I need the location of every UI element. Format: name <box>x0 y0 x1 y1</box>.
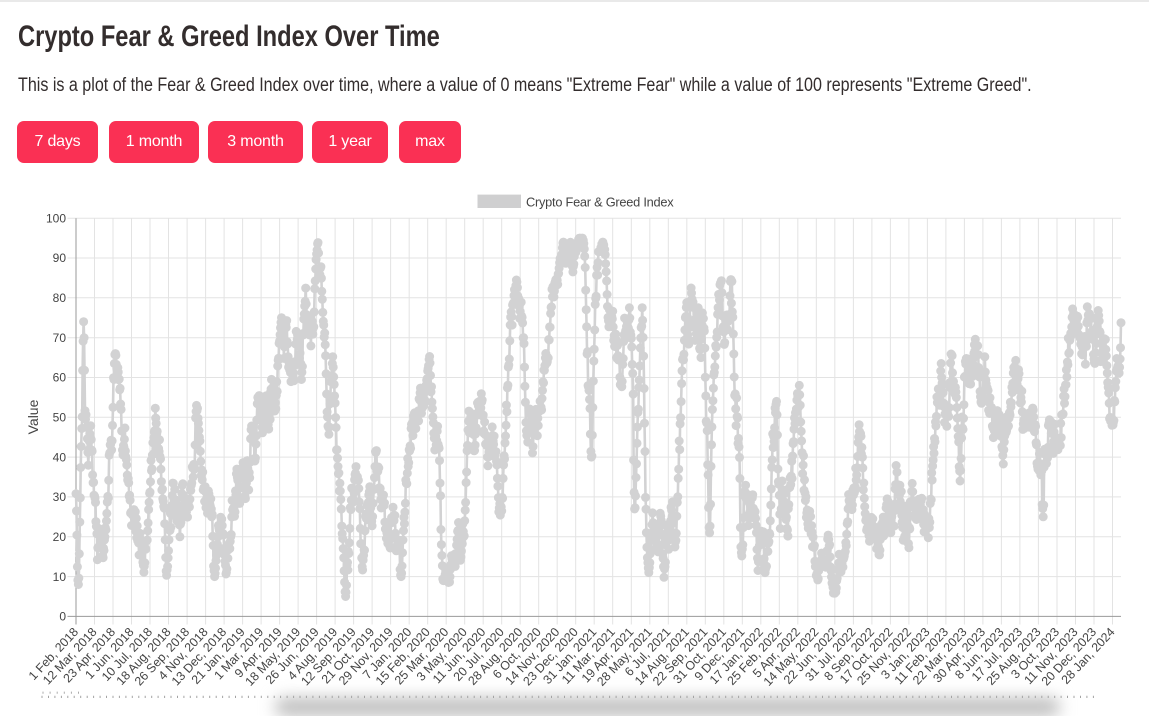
svg-text:20: 20 <box>53 530 67 544</box>
svg-text:60: 60 <box>53 371 67 385</box>
svg-text:30: 30 <box>53 490 67 504</box>
svg-text:0: 0 <box>59 610 66 624</box>
svg-text:80: 80 <box>53 291 67 305</box>
svg-text:100: 100 <box>46 211 66 225</box>
svg-text:Value: Value <box>25 399 41 434</box>
svg-text:40: 40 <box>53 450 67 464</box>
svg-text:50: 50 <box>53 411 67 425</box>
svg-text:70: 70 <box>53 331 67 345</box>
svg-text:Crypto Fear & Greed Index: Crypto Fear & Greed Index <box>526 195 674 210</box>
svg-text:90: 90 <box>53 251 67 265</box>
svg-text:10: 10 <box>53 570 67 584</box>
